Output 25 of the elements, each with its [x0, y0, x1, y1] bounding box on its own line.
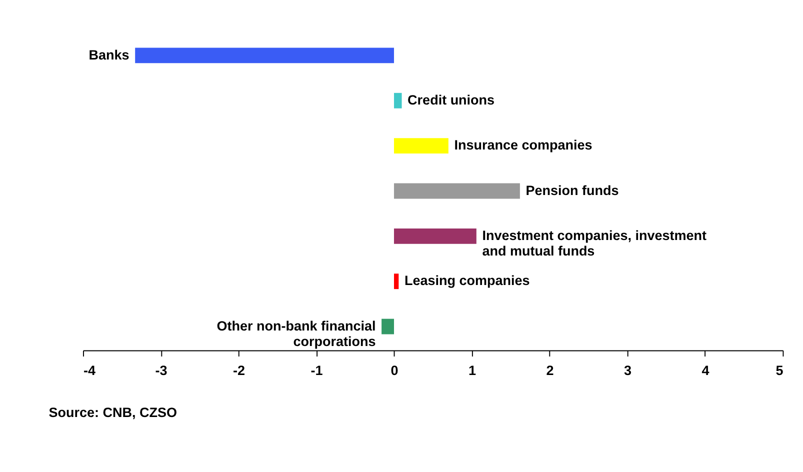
bar: [394, 228, 476, 244]
bar: [394, 274, 399, 290]
bar: [394, 138, 448, 154]
bar: [394, 183, 520, 199]
y-tick-label: Other non-bank financial corporations: [216, 318, 376, 349]
y-tick-label: Banks: [88, 47, 130, 62]
y-tick-label: Investment companies, investment and mutual funds: [482, 228, 708, 258]
bar: [394, 92, 402, 108]
bar: [382, 318, 394, 334]
x-tick-label: 4: [702, 362, 710, 378]
x-tick-label: -4: [83, 362, 96, 378]
x-tick-label: 0: [390, 362, 398, 378]
x-tick-label: 3: [624, 362, 632, 378]
y-tick-label: Credit unions: [408, 92, 495, 108]
x-tick-label: -3: [155, 362, 168, 378]
x-tick-label: -2: [232, 362, 245, 378]
y-tick-label: Leasing companies: [404, 273, 530, 288]
x-tick-label: 1: [468, 362, 476, 378]
y-tick-label: Insurance companies: [454, 138, 592, 153]
x-tick-label: 5: [776, 362, 784, 378]
bar: [135, 48, 394, 64]
x-tick-label: -1: [310, 362, 324, 378]
source-note: Source: CNB, CZSO: [48, 404, 178, 420]
x-tick-label: 2: [546, 362, 554, 378]
y-tick-label: Pension funds: [526, 182, 619, 198]
